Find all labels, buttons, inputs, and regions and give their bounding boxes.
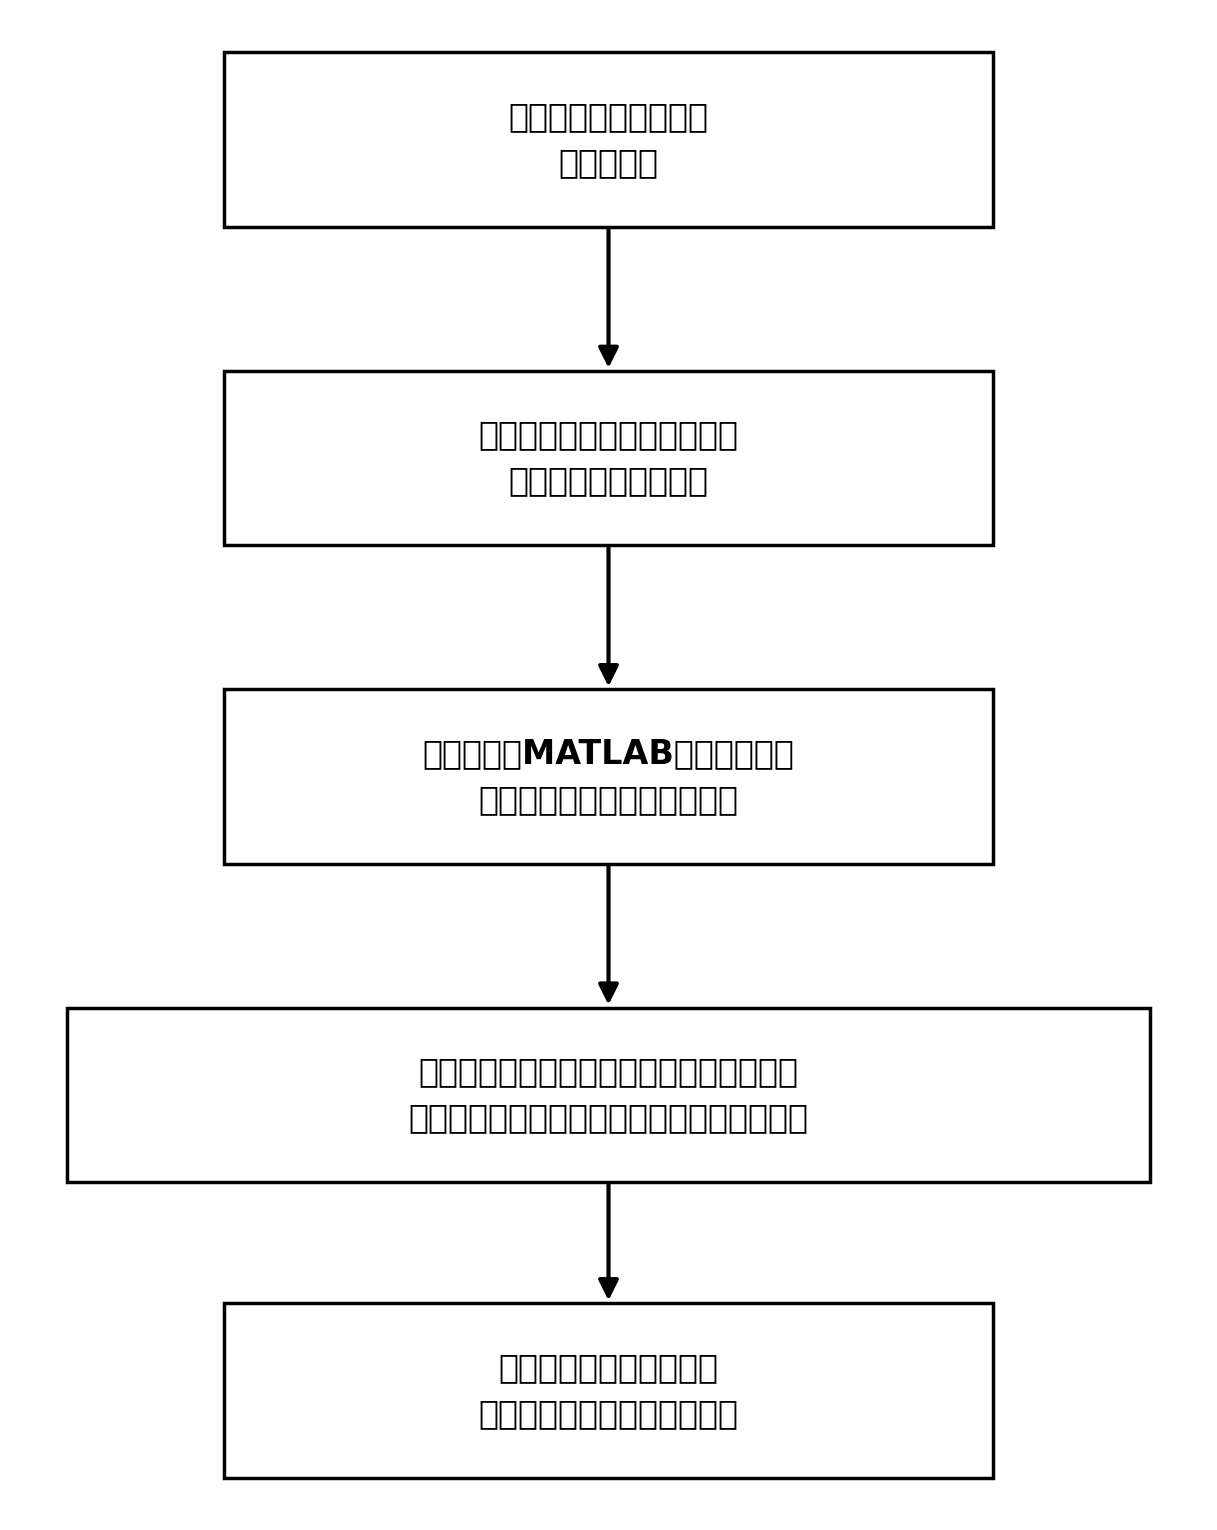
Text: 上位机采用MATLAB依据点云数据
建立船体水下部分的三维模型: 上位机采用MATLAB依据点云数据 建立船体水下部分的三维模型	[422, 737, 795, 815]
FancyBboxPatch shape	[224, 52, 993, 226]
Text: 上位机依据三维模型对船体水下部分的体积
进行积分微元再累和积分得到船体的排水体积: 上位机依据三维模型对船体水下部分的体积 进行积分微元再累和积分得到船体的排水体积	[409, 1056, 808, 1134]
Text: 上位机以文本文档形式保存后
即得到船体的点云数据: 上位机以文本文档形式保存后 即得到船体的点云数据	[478, 419, 739, 497]
FancyBboxPatch shape	[224, 688, 993, 863]
Text: 声呐系统扫描船体底部
各点的位置: 声呐系统扫描船体底部 各点的位置	[509, 99, 708, 179]
FancyBboxPatch shape	[224, 1304, 993, 1478]
FancyBboxPatch shape	[224, 370, 993, 545]
Text: 上位机对船体的排水体积
进行计算分析得到船舰的载重: 上位机对船体的排水体积 进行计算分析得到船舰的载重	[478, 1351, 739, 1431]
FancyBboxPatch shape	[67, 1008, 1150, 1183]
